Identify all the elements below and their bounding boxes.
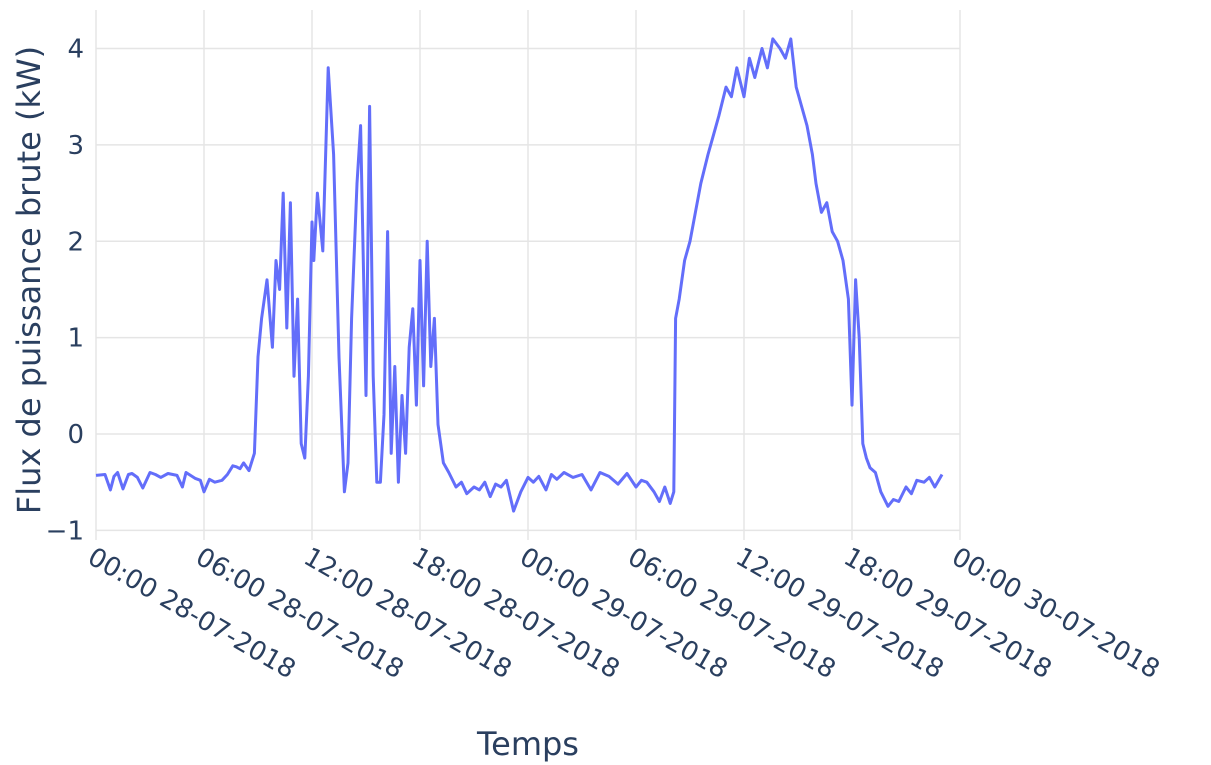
grid (95, 10, 961, 540)
y-tick-label: 0 (67, 420, 84, 450)
y-tick-label: 2 (67, 227, 84, 257)
y-tick-label: 1 (67, 324, 84, 354)
x-axis-title: Temps (476, 725, 579, 763)
power-flow-line (95, 37, 944, 513)
y-axis-title: Flux de puissance brute (kW) (10, 46, 48, 514)
x-tick-label: 00:00 28-07-2018 (83, 542, 301, 685)
y-tick-label: −1 (46, 516, 84, 546)
y-tick-label: 4 (67, 35, 84, 65)
series (95, 37, 944, 513)
y-tick-label: 3 (67, 131, 84, 161)
